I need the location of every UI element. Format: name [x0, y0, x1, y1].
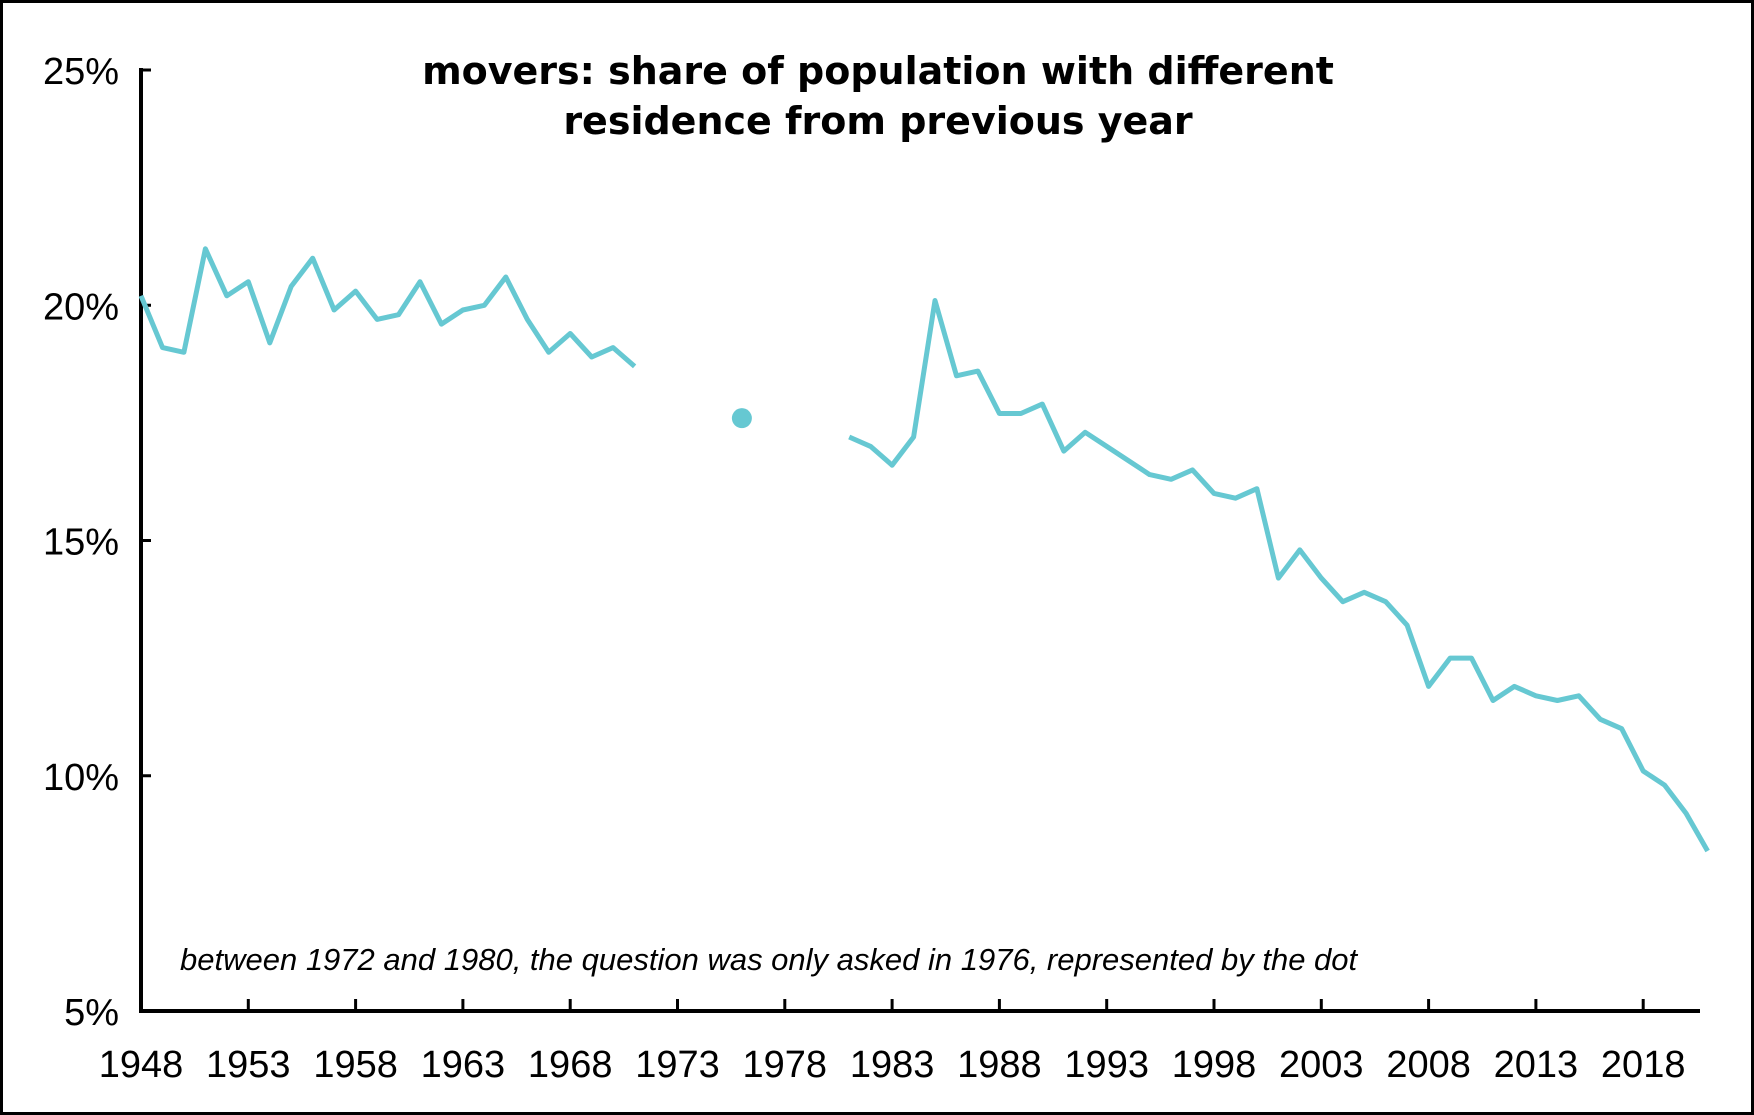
x-tick-label: 1978	[743, 1044, 828, 1086]
x-tick-label: 2003	[1279, 1044, 1364, 1086]
x-tick-label: 1993	[1064, 1044, 1149, 1086]
x-tick-label: 1998	[1172, 1044, 1257, 1086]
y-tick-label: 10%	[43, 757, 119, 799]
y-tick-label: 20%	[43, 286, 119, 328]
series-line-1981-2021	[848, 298, 1710, 853]
x-tick-label: 1953	[206, 1044, 291, 1086]
x-tick-label: 2013	[1494, 1044, 1579, 1086]
chart-title-line-1: movers: share of population with differe…	[422, 49, 1334, 93]
x-tick-label: 1963	[421, 1044, 506, 1086]
data-point-1976	[731, 408, 752, 429]
x-tick-label: 1988	[957, 1044, 1042, 1086]
y-tick-label: 25%	[43, 51, 119, 93]
x-tick-label: 1948	[99, 1044, 184, 1086]
chart-title-line-2: residence from previous year	[563, 99, 1193, 143]
chart-annotation: between 1972 and 1980, the question was …	[180, 942, 1359, 977]
y-tick-label: 15%	[43, 522, 119, 564]
x-tick-label: 1973	[635, 1044, 720, 1086]
x-tick-label: 1958	[313, 1044, 398, 1086]
x-tick-label: 1968	[528, 1044, 613, 1086]
x-tick-label: 2008	[1386, 1044, 1471, 1086]
y-tick-label: 5%	[64, 992, 119, 1034]
x-tick-label: 1983	[850, 1044, 935, 1086]
series-line-1948-1971	[138, 246, 637, 369]
x-tick-label: 2018	[1601, 1044, 1686, 1086]
